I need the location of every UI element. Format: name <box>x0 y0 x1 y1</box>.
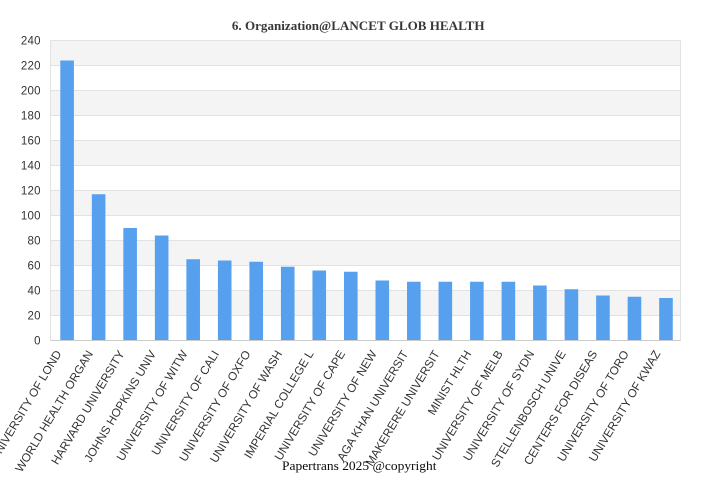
svg-text:100: 100 <box>21 210 41 222</box>
svg-text:240: 240 <box>21 35 41 47</box>
svg-text:80: 80 <box>27 235 40 247</box>
svg-text:220: 220 <box>21 60 41 72</box>
svg-text:60: 60 <box>27 260 40 272</box>
svg-text:140: 140 <box>21 160 41 172</box>
svg-text:200: 200 <box>21 85 41 97</box>
svg-text:Papertrans 2025 @copyright: Papertrans 2025 @copyright <box>282 458 437 473</box>
svg-text:120: 120 <box>21 185 41 197</box>
svg-text:180: 180 <box>21 110 41 122</box>
svg-text:6. Organization@LANCET GLOB HE: 6. Organization@LANCET GLOB HEALTH <box>232 18 485 33</box>
svg-text:0: 0 <box>34 335 41 347</box>
svg-text:160: 160 <box>21 135 41 147</box>
svg-text:20: 20 <box>27 310 40 322</box>
svg-text:40: 40 <box>27 285 40 297</box>
